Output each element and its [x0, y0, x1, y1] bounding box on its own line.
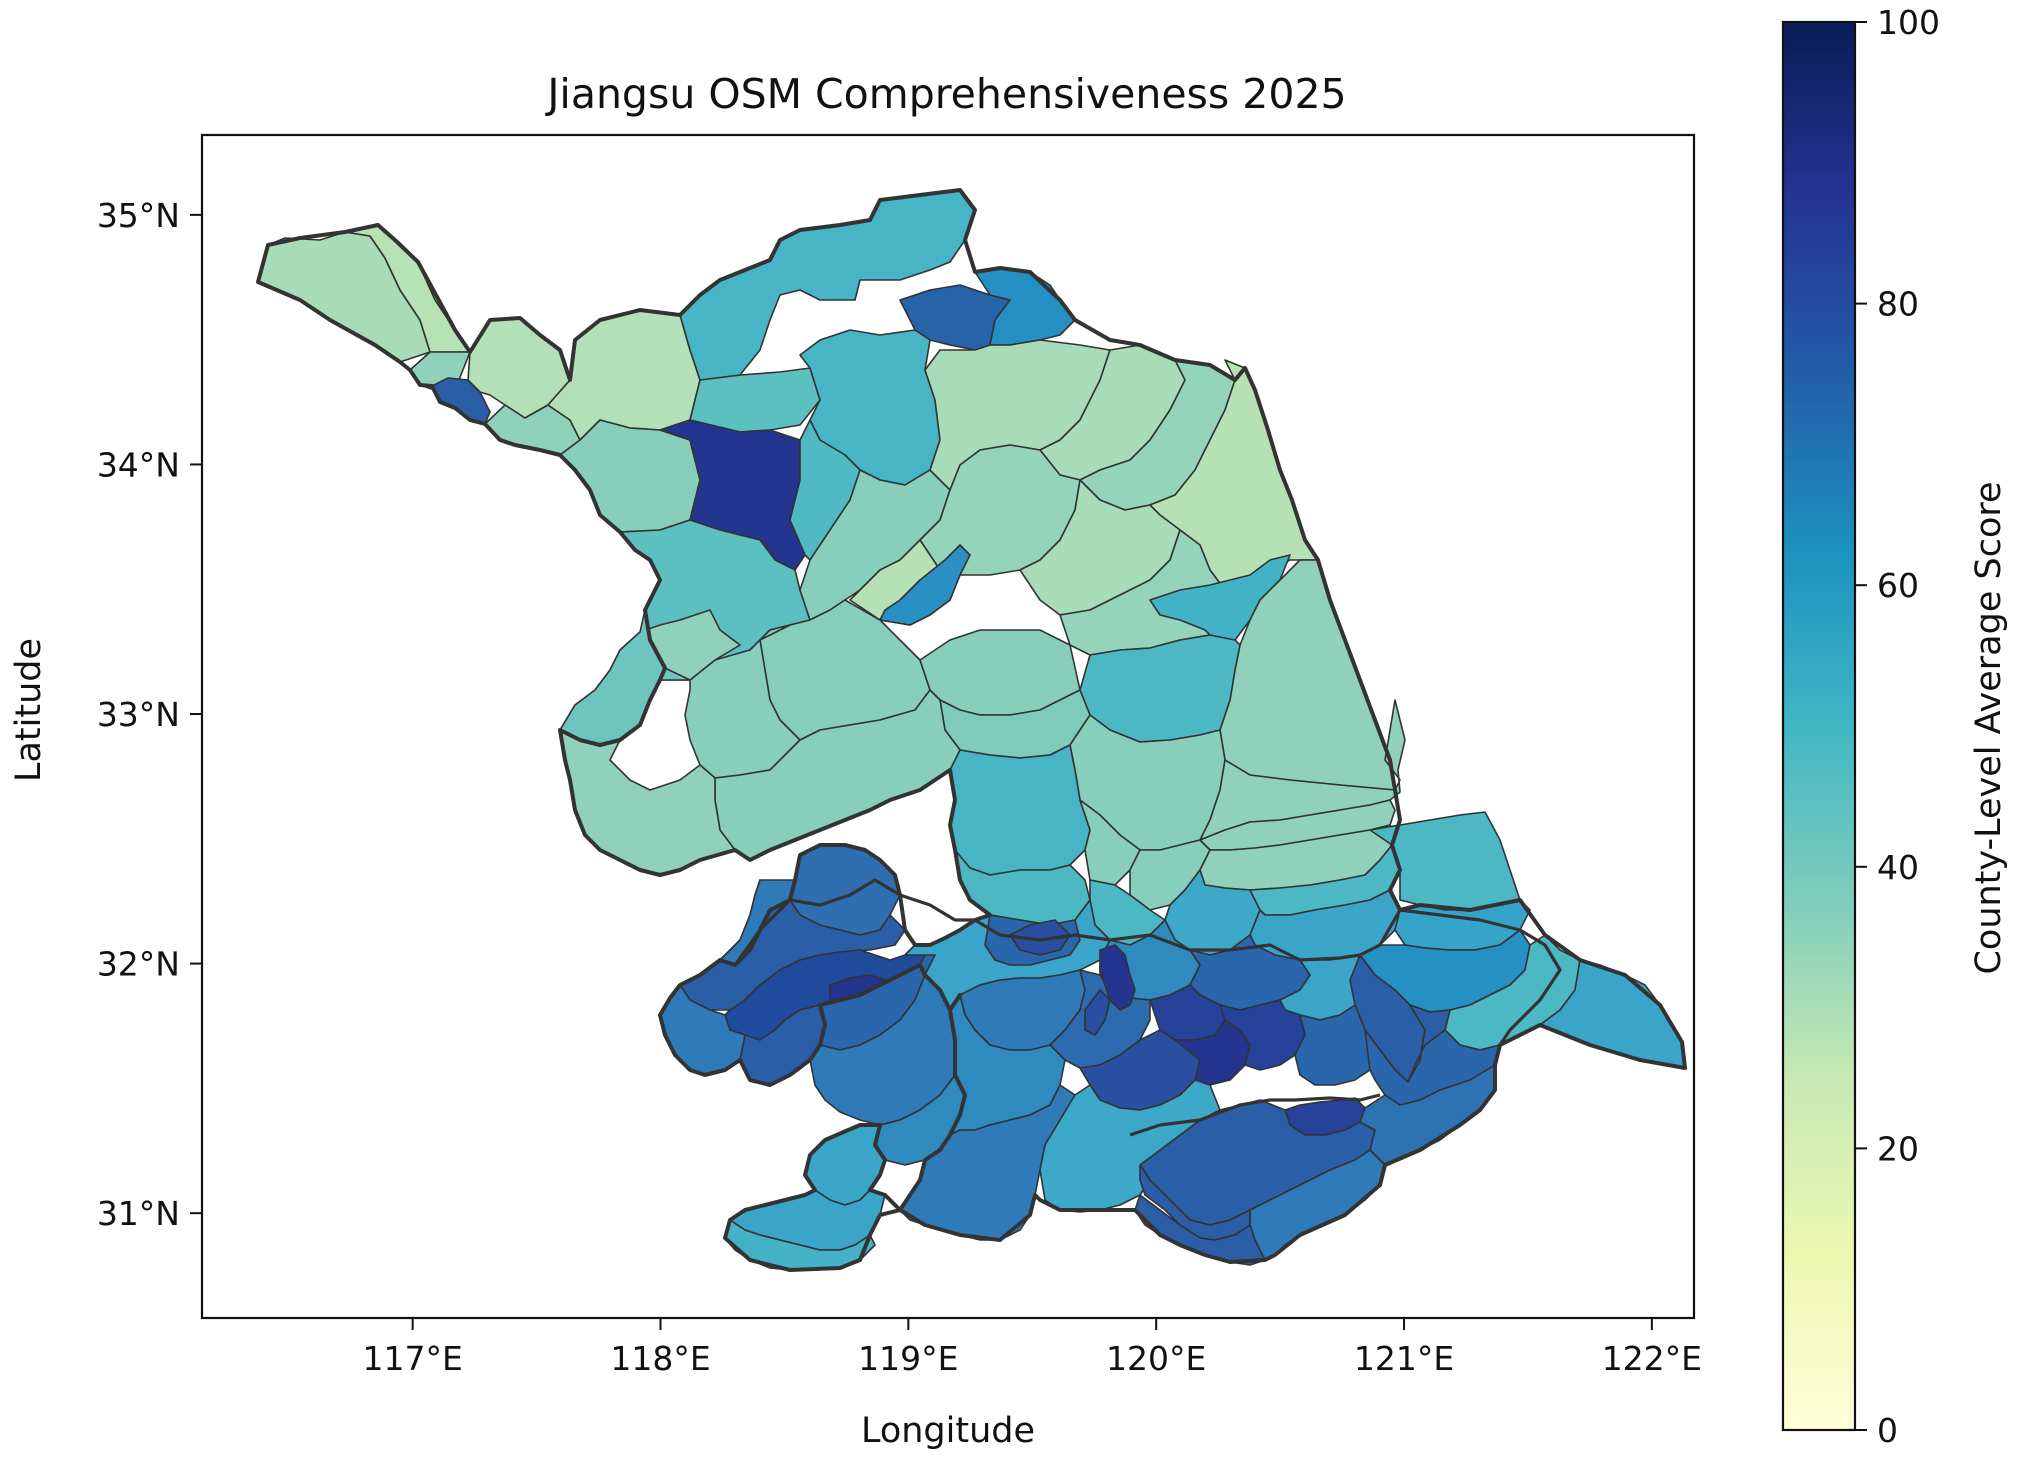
y-tick-label: 35°N: [97, 196, 180, 235]
plot-frame: [200, 133, 1696, 1320]
y-axis-ticks: 31°N 32°N 33°N 34°N 35°N: [97, 196, 202, 1233]
county-regions: [257, 189, 1686, 1271]
county-region: [1084, 989, 1111, 1036]
yangtze-river: [733, 878, 1562, 1046]
colorbar-tick-label: 40: [1877, 848, 1919, 887]
colorbar-label: County-Level Average Score: [1969, 481, 2009, 974]
county-region: [1407, 1004, 1451, 1083]
x-tick-label: 117°E: [362, 1339, 462, 1378]
county-region: [879, 544, 971, 626]
x-tick-label: 118°E: [610, 1339, 710, 1378]
x-tick-label: 122°E: [1602, 1339, 1702, 1378]
county-region: [1079, 799, 1141, 886]
colorbar-ticks: 0 20 40 60 80 100: [1855, 3, 1940, 1450]
map-area: [256, 188, 1687, 1272]
boundary-outlines: [256, 188, 1687, 1272]
colorbar-tick-label: 20: [1877, 1129, 1919, 1168]
colorbar: 0 20 40 60 80 100 County-Level Average Score: [1781, 3, 2009, 1450]
county-region: [1294, 1004, 1376, 1086]
county-region: [1099, 944, 1136, 1011]
x-axis-label: Longitude: [861, 1411, 1035, 1451]
colorbar-tick-label: 100: [1877, 3, 1940, 42]
x-tick-label: 120°E: [1106, 1339, 1206, 1378]
county-region: [659, 419, 806, 571]
y-tick-label: 31°N: [97, 1194, 180, 1233]
province-outline: [256, 188, 1687, 1272]
colorbar-tick-label: 80: [1877, 285, 1919, 324]
colorbar-gradient: [1781, 20, 1857, 1432]
x-axis-ticks: 117°E 118°E 119°E 120°E 121°E 122°E: [362, 1318, 1702, 1378]
taihu-south-outline: [1129, 1093, 1381, 1137]
colorbar-tick-label: 60: [1877, 566, 1919, 605]
county-region: [1009, 919, 1071, 956]
y-axis-label: Latitude: [9, 638, 49, 782]
x-tick-label: 119°E: [858, 1339, 958, 1378]
y-tick-label: 32°N: [97, 945, 180, 984]
y-tick-label: 34°N: [97, 445, 180, 484]
county-region: [949, 744, 1091, 876]
colorbar-tick-label: 0: [1877, 1411, 1898, 1450]
x-tick-label: 121°E: [1354, 1339, 1454, 1378]
map-title: Jiangsu OSM Comprehensiveness 2025: [544, 70, 1346, 118]
y-tick-label: 33°N: [97, 695, 180, 734]
